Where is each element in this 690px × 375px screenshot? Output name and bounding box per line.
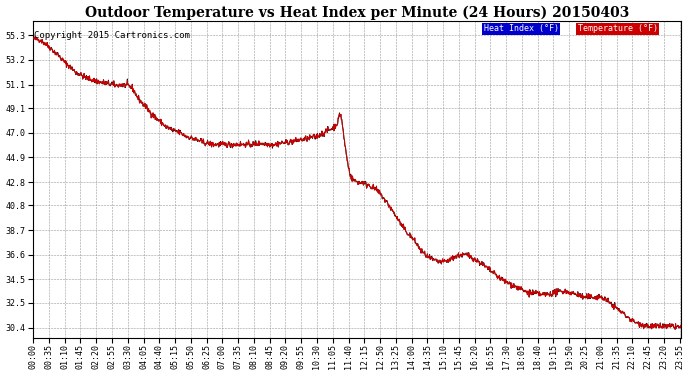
Text: Temperature (°F): Temperature (°F) xyxy=(578,24,658,33)
Text: Heat Index (°F): Heat Index (°F) xyxy=(484,24,559,33)
Title: Outdoor Temperature vs Heat Index per Minute (24 Hours) 20150403: Outdoor Temperature vs Heat Index per Mi… xyxy=(85,6,629,20)
Text: Copyright 2015 Cartronics.com: Copyright 2015 Cartronics.com xyxy=(34,31,190,40)
